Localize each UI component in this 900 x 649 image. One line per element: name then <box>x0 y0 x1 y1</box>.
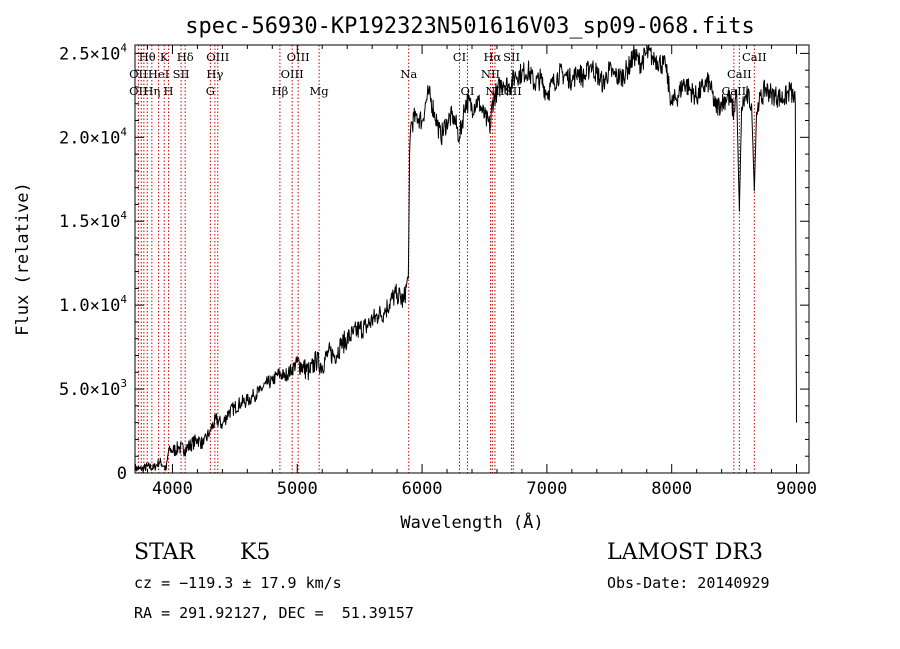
x-axis-label: Wavelength (Å) <box>400 511 543 533</box>
y-tick-label: 1.5×104 <box>59 209 127 232</box>
line-id-label: SII <box>505 84 522 98</box>
x-tick-label: 8000 <box>651 479 692 499</box>
y-tick-label: 1.0×104 <box>59 293 127 316</box>
survey-name: LAMOST DR3 <box>607 540 763 565</box>
spectrum-line <box>134 44 797 473</box>
line-id-label: SII <box>173 67 190 81</box>
y-axis-label: Flux (relative) <box>13 182 33 336</box>
x-tick-label: 4000 <box>152 479 193 499</box>
line-id-label: HeI <box>148 67 169 81</box>
x-tick-label: 6000 <box>402 479 443 499</box>
observation-date: Obs-Date: 20140929 <box>607 574 770 592</box>
spectral-subclass: K5 <box>240 540 271 565</box>
y-axis: 0 5.0×103 1.0×104 1.5×104 2.0×104 2.5×104 <box>59 41 809 484</box>
y-tick-label: 5.0×103 <box>59 377 127 400</box>
line-id-label: CaII <box>727 67 752 81</box>
line-id-label: Hθ <box>139 50 156 64</box>
line-id-label: CI <box>453 50 466 64</box>
x-tick-label: 5000 <box>277 479 318 499</box>
line-id-label: OIII <box>287 50 310 64</box>
line-id-label: OII <box>129 84 148 98</box>
y-tick-label: 0 <box>117 464 127 484</box>
line-id-label: G <box>206 84 215 98</box>
line-id-label: SII <box>503 50 520 64</box>
line-id-label: OI <box>461 84 475 98</box>
coordinates: RA = 291.92127, DEC = 51.39157 <box>134 604 414 622</box>
line-id-label: Na <box>400 67 417 81</box>
line-id-label: OIII <box>206 50 229 64</box>
line-id-label: Hβ <box>272 84 289 98</box>
x-tick-label: 7000 <box>526 479 567 499</box>
y-tick-label: 2.5×104 <box>59 41 127 64</box>
x-tick-label: 9000 <box>776 479 817 499</box>
line-id-label: Hα <box>483 50 501 64</box>
line-id-label: Hγ <box>206 67 223 81</box>
line-id-label: Mg <box>310 84 330 98</box>
line-id-label: NII <box>485 84 504 98</box>
line-marker-group <box>137 45 755 473</box>
chart-title: spec-56930-KP192323N501616V03_sp09-068.f… <box>185 14 755 39</box>
line-id-label: NII <box>481 67 500 81</box>
line-id-label: K <box>160 50 169 64</box>
spectrum-series <box>134 44 797 473</box>
x-axis: 4000 5000 6000 7000 8000 9000 <box>146 45 817 499</box>
object-class: STAR <box>134 540 195 565</box>
line-id-label: CaII <box>742 50 767 64</box>
line-id-label: Hδ <box>177 50 194 64</box>
line-id-label: OIII <box>281 67 304 81</box>
y-tick-label: 2.0×104 <box>59 125 127 148</box>
line-id-label: CaII <box>721 84 746 98</box>
line-id-label: Hη <box>143 84 160 98</box>
line-id-label: H <box>164 84 174 98</box>
redshift-velocity: cz = −119.3 ± 17.9 km/s <box>134 574 342 592</box>
line-id-label: OII <box>129 67 148 81</box>
